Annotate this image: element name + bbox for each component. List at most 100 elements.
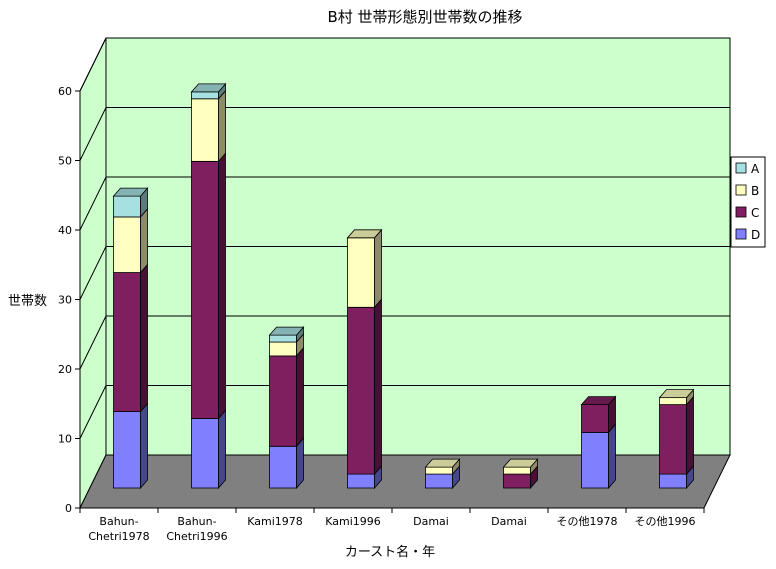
- bar-front: [659, 397, 687, 405]
- x-tick-label-line: その他1996: [635, 515, 696, 528]
- bar-segment-c: [191, 152, 226, 420]
- bar-front: [113, 411, 141, 489]
- legend-swatch: [735, 162, 747, 174]
- axes-group: 0 10 20 30 40 50 60 Bahun- Chetri1978 Bahun- Chetr…: [58, 85, 705, 543]
- legend-item-d: D: [735, 228, 760, 242]
- x-tick-label-line: Kami1996: [325, 515, 381, 528]
- bar-side: [140, 207, 148, 274]
- bar-side: [218, 409, 226, 490]
- bar-front: [191, 98, 219, 162]
- floor: [79, 454, 731, 509]
- bar-front: [581, 431, 609, 489]
- bar-side: [218, 152, 226, 420]
- bar-front: [503, 466, 531, 475]
- bar-segment-c: [581, 395, 616, 434]
- bar-segment-d: [269, 437, 304, 490]
- bars-group: [112, 82, 695, 490]
- gridline-side-60: [79, 37, 107, 92]
- bar-front: [269, 355, 297, 447]
- chart-title: B村 世帯形態別世帯数の推移: [327, 8, 522, 26]
- x-tick-label: Damai: [491, 515, 527, 528]
- x-tick-label-line: Damai: [413, 515, 449, 528]
- x-tick-label: Kami1996: [325, 515, 381, 528]
- bar-top: [580, 396, 617, 406]
- gridline-side-20: [79, 315, 107, 370]
- legend-swatch: [735, 206, 747, 218]
- gridline-side-10: [79, 385, 107, 439]
- bar-front: [113, 216, 141, 273]
- y-tick-label: 10: [58, 433, 72, 446]
- x-tick-label-line: Damai: [491, 515, 527, 528]
- bar-side: [218, 89, 226, 163]
- legend-swatch: [735, 228, 747, 240]
- bar-top: [268, 326, 305, 336]
- y-axis-label: 世帯数: [8, 294, 47, 309]
- bar-segment-b: [347, 228, 382, 309]
- legend-item-a: A: [735, 162, 760, 176]
- bar-front: [659, 473, 687, 489]
- bar-segment-c: [269, 346, 304, 448]
- bar-top: [112, 187, 149, 197]
- x-tick-label: Damai: [413, 515, 449, 528]
- bar-side: [608, 423, 616, 490]
- bar-segment-c: [347, 298, 382, 476]
- x-tick-label: その他1996: [635, 515, 696, 528]
- bar-front: [347, 473, 375, 489]
- bar-top: [502, 458, 539, 468]
- y-tick-label: 0: [65, 502, 72, 515]
- bar-top: [346, 229, 383, 239]
- y-tick-label: 20: [58, 363, 72, 376]
- x-axis-label: カースト名・年: [345, 544, 435, 560]
- y-tick-label: 60: [58, 85, 72, 98]
- legend-item-c: C: [735, 206, 759, 220]
- bar-front: [191, 91, 219, 100]
- bar-segment-c: [113, 263, 148, 413]
- bar-front: [425, 466, 453, 475]
- bar-side: [140, 263, 148, 413]
- x-tick-label-line: Kami1978: [247, 515, 303, 528]
- y-tick-label: 40: [58, 224, 72, 237]
- bar-side: [296, 437, 304, 490]
- bar-segment-d: [113, 402, 148, 490]
- bar-front: [269, 341, 297, 357]
- x-tick-label-line: Bahun-: [177, 515, 216, 528]
- gridline-side-30: [79, 246, 107, 300]
- bar-side: [374, 298, 382, 476]
- bar-front: [191, 160, 219, 419]
- bar-front: [269, 334, 297, 343]
- x-tick-label: Kami1978: [247, 515, 303, 528]
- bar-side: [374, 228, 382, 309]
- bar-front: [113, 272, 141, 412]
- legend-label: B: [751, 184, 759, 198]
- bar-top: [658, 389, 695, 399]
- x-tick-label-line: その他1978: [557, 515, 618, 528]
- bar-front: [581, 404, 609, 433]
- bar-segment-d: [581, 423, 616, 490]
- bar-segment-d: [191, 409, 226, 490]
- bar-side: [140, 402, 148, 490]
- y-tick-label: 50: [58, 155, 72, 168]
- plot-walls: [79, 37, 731, 509]
- x-tick-label-line: Bahun-: [99, 515, 138, 528]
- bar-segment-c: [659, 395, 694, 476]
- bar-side: [686, 395, 694, 476]
- legend-item-b: B: [735, 184, 759, 198]
- bar-front: [503, 473, 531, 489]
- bar-top: [190, 83, 227, 93]
- legend-swatch: [735, 184, 747, 196]
- bar-segment-d: [347, 465, 382, 490]
- bar-front: [347, 237, 375, 308]
- gridline-side-50: [79, 107, 107, 161]
- y-tick-label: 30: [58, 294, 72, 307]
- bar-front: [347, 306, 375, 475]
- bar-top: [424, 458, 461, 468]
- x-tick-label: Bahun- Chetri1996: [166, 515, 227, 543]
- bar-front: [425, 473, 453, 489]
- x-tick-label-line: Chetri1978: [88, 530, 149, 543]
- bar-front: [659, 404, 687, 475]
- bar-segment-b: [113, 207, 148, 274]
- bar-front: [269, 445, 297, 489]
- bar-segment-b: [425, 458, 460, 476]
